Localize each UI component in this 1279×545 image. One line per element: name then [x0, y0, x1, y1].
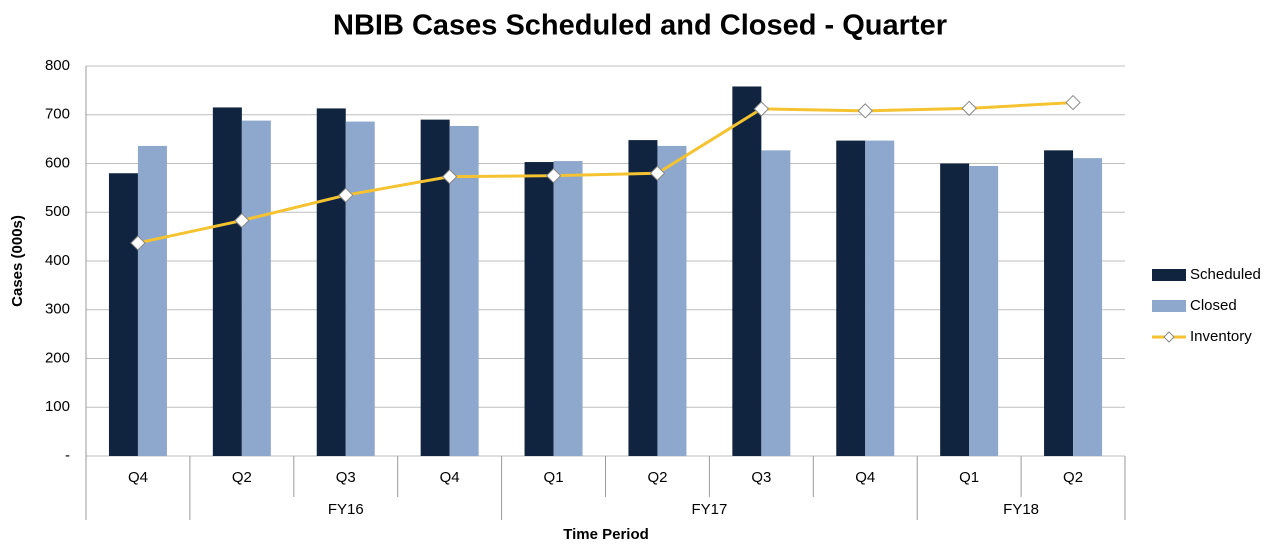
bar [761, 150, 791, 456]
line [137, 101, 1074, 245]
group-label: FY18 [1003, 501, 1039, 518]
y-tick-label: 100 [45, 398, 70, 415]
bar [241, 120, 271, 456]
bar [212, 107, 242, 456]
marker [961, 100, 977, 117]
x-tick-label: Q4 [128, 469, 148, 486]
bar [732, 86, 762, 456]
x-tick-label: Q1 [544, 469, 564, 486]
x-tick-label: Q3 [751, 469, 771, 486]
y-tick-label: 800 [45, 57, 70, 74]
bar [1044, 150, 1074, 456]
bar [108, 173, 138, 456]
bar [553, 161, 583, 456]
chart-title: NBIB Cases Scheduled and Closed - Quarte… [333, 10, 947, 42]
y-tick-label: 300 [45, 301, 70, 318]
legend-label: Closed [1190, 297, 1237, 314]
y-tick-label: 200 [45, 349, 70, 366]
bar [420, 119, 450, 456]
y-tick-label: 400 [45, 252, 70, 269]
group-label: FY16 [328, 501, 364, 518]
x-tick-label: Q2 [1063, 469, 1083, 486]
marker [441, 168, 458, 185]
bar [524, 162, 554, 456]
x-tick-label: Q2 [647, 469, 667, 486]
group-label: FY17 [691, 501, 727, 518]
y-tick-label: 600 [45, 154, 70, 171]
marker [857, 103, 873, 119]
legend-swatch [1152, 269, 1186, 281]
bar [345, 121, 375, 456]
x-tick-label: Q4 [855, 469, 875, 486]
bar [865, 140, 895, 456]
marker [649, 165, 666, 181]
marker [338, 187, 354, 203]
y-tick-label: - [65, 447, 70, 464]
bar [628, 140, 658, 456]
legend-label: Scheduled [1190, 266, 1261, 283]
x-tick-label: Q3 [336, 469, 356, 486]
marker [753, 101, 770, 117]
bar [137, 145, 167, 456]
marker [1065, 94, 1081, 111]
legend-swatch [1152, 300, 1186, 312]
marker [130, 235, 146, 251]
legend-marker [1163, 331, 1175, 343]
marker [545, 167, 562, 184]
bar [316, 108, 346, 456]
x-tick-label: Q4 [440, 469, 460, 486]
x-axis-label: Time Period [563, 526, 649, 543]
x-tick-label: Q1 [959, 469, 979, 486]
bar [1073, 158, 1103, 456]
marker [234, 212, 250, 229]
y-tick-label: 700 [45, 106, 70, 123]
bar [836, 140, 866, 456]
bar [449, 125, 479, 457]
y-tick-label: 500 [45, 203, 70, 220]
bar [657, 145, 687, 456]
legend-label: Inventory [1190, 328, 1252, 345]
x-tick-label: Q2 [232, 469, 252, 486]
y-axis-label: Cases (000s) [9, 215, 26, 307]
bar [969, 165, 999, 456]
bar [940, 163, 970, 456]
